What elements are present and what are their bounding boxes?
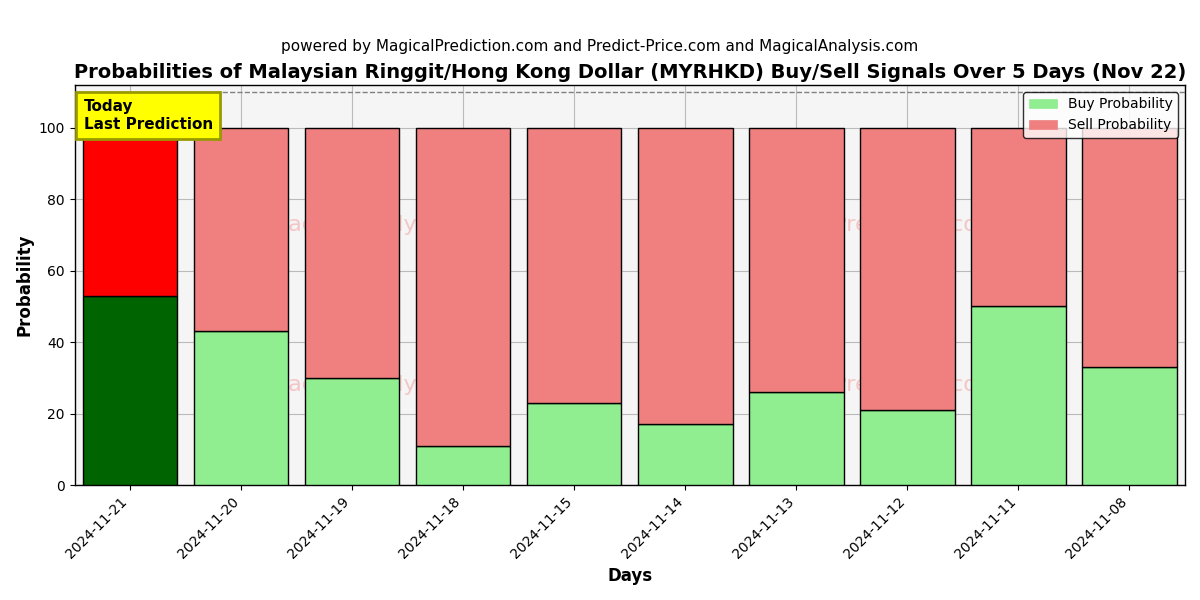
X-axis label: Days: Days xyxy=(607,567,653,585)
Bar xyxy=(305,128,400,378)
Bar xyxy=(194,331,288,485)
Bar xyxy=(749,392,844,485)
Text: powered by MagicalPrediction.com and Predict-Price.com and MagicalAnalysis.com: powered by MagicalPrediction.com and Pre… xyxy=(281,39,919,54)
Legend: Buy Probability, Sell Probability: Buy Probability, Sell Probability xyxy=(1024,92,1178,138)
Title: Probabilities of Malaysian Ringgit/Hong Kong Dollar (MYRHKD) Buy/Sell Signals Ov: Probabilities of Malaysian Ringgit/Hong … xyxy=(73,63,1186,82)
Bar xyxy=(83,128,178,296)
Bar xyxy=(971,307,1066,485)
Bar xyxy=(638,424,732,485)
Text: MagicalAnalysis.com: MagicalAnalysis.com xyxy=(270,375,502,395)
Bar xyxy=(527,403,622,485)
Bar xyxy=(527,128,622,403)
Bar xyxy=(860,128,955,410)
Bar xyxy=(860,410,955,485)
Bar xyxy=(1082,128,1177,367)
Text: MagicalPrediction.com: MagicalPrediction.com xyxy=(749,375,1000,395)
Bar xyxy=(1082,367,1177,485)
Bar xyxy=(749,128,844,392)
Y-axis label: Probability: Probability xyxy=(16,234,34,336)
Bar xyxy=(971,128,1066,307)
Bar xyxy=(305,378,400,485)
Bar xyxy=(194,128,288,331)
Bar xyxy=(416,128,510,446)
Bar xyxy=(638,128,732,424)
Bar xyxy=(416,446,510,485)
Text: Today
Last Prediction: Today Last Prediction xyxy=(84,99,212,131)
Bar xyxy=(83,296,178,485)
Text: MagicalAnalysis.com: MagicalAnalysis.com xyxy=(270,215,502,235)
Text: MagicalPrediction.com: MagicalPrediction.com xyxy=(749,215,1000,235)
